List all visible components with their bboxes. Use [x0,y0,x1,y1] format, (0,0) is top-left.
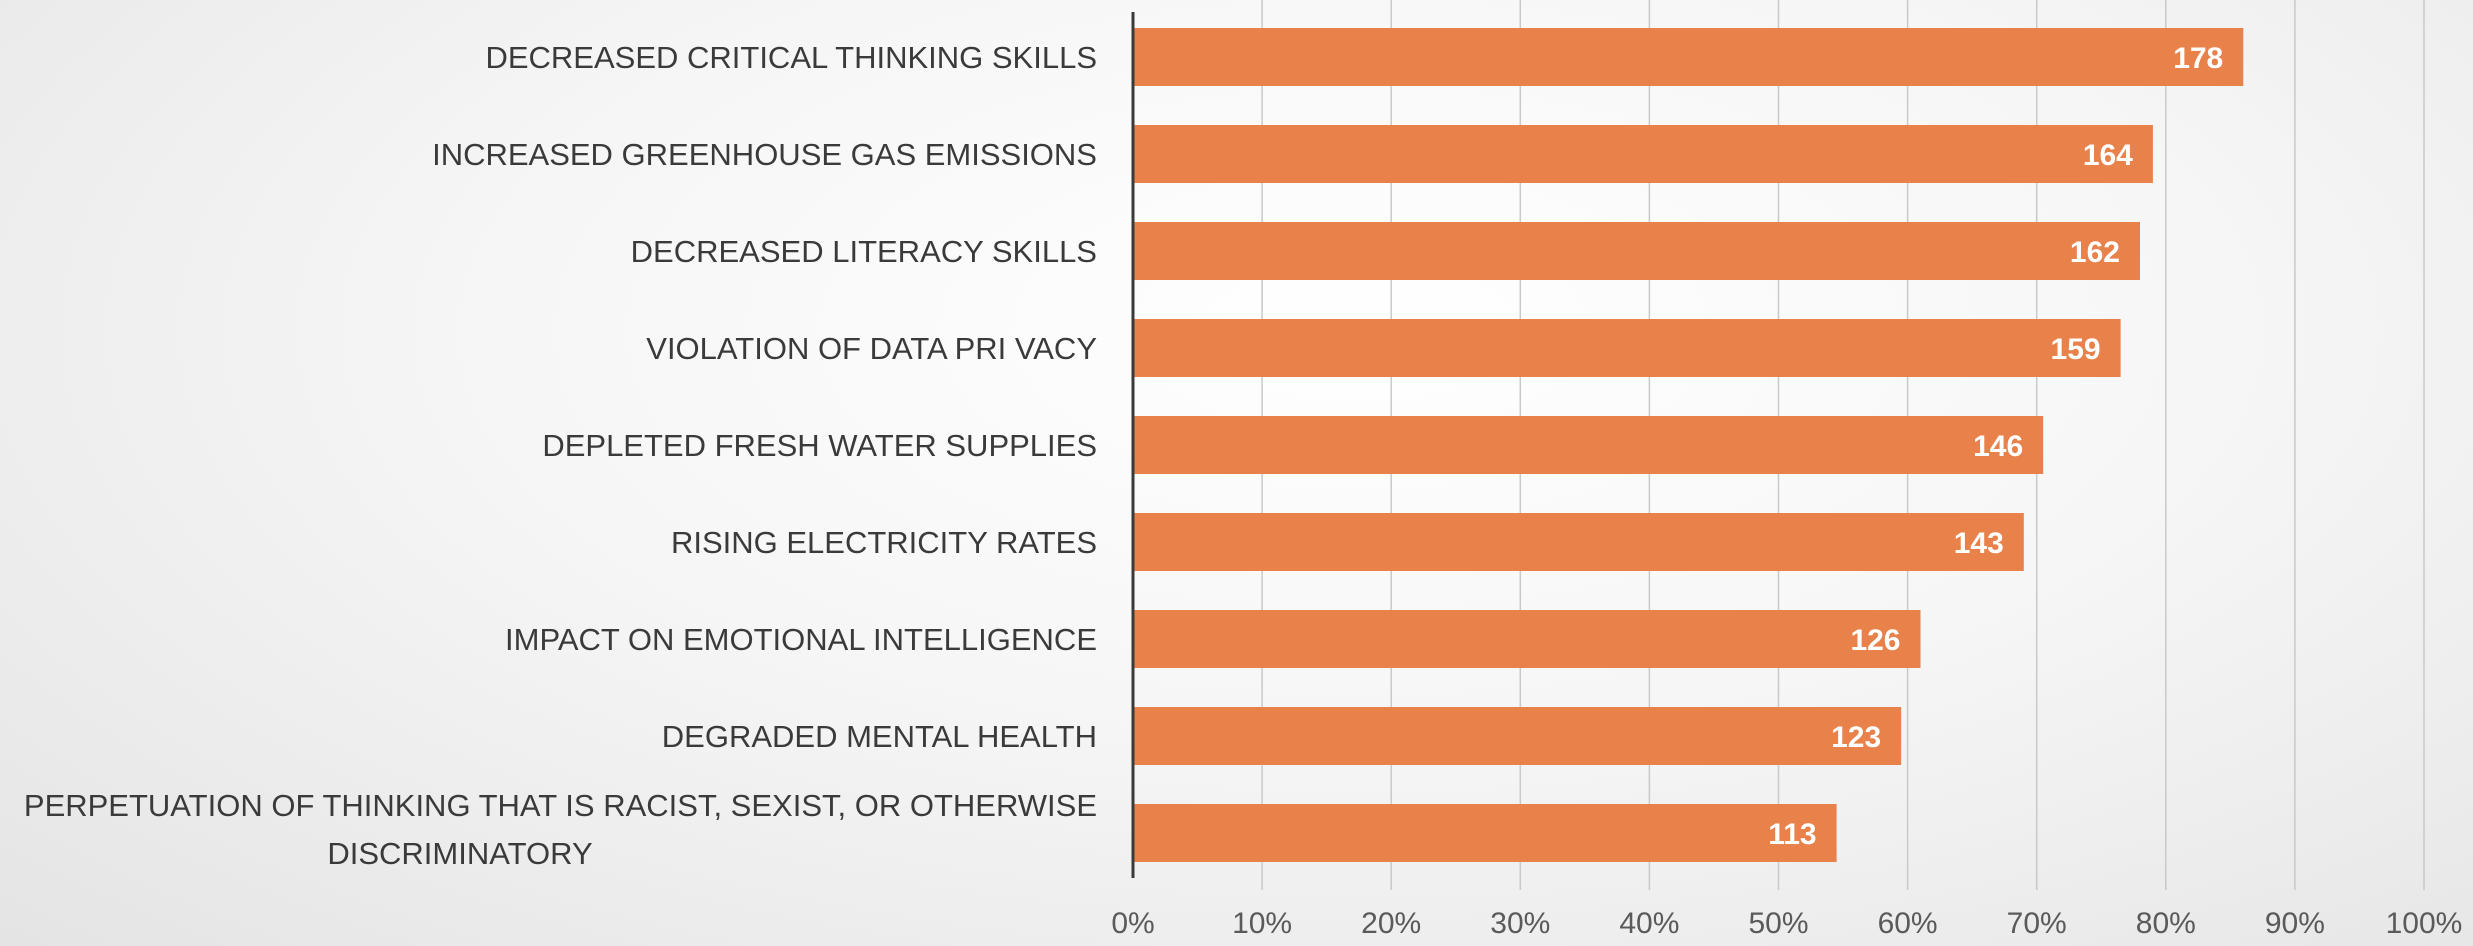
x-tick-label: 30% [1490,907,1550,940]
bar [1133,125,2153,183]
category-label: IMPACT ON EMOTIONAL INTELLIGENCE [505,622,1097,657]
bar-value-label: 143 [1954,527,2004,560]
category-label: RISING ELECTRICITY RATES [671,525,1097,560]
x-tick-label: 70% [2007,907,2067,940]
bar [1133,610,1921,668]
bar [1133,416,2044,474]
x-tick-label: 80% [2136,907,2196,940]
category-label: INCREASED GREENHOUSE GAS EMISSIONS [432,137,1097,172]
bar-value-label: 159 [2051,333,2101,366]
bar [1133,513,2024,571]
bar [1133,222,2140,280]
x-tick-label: 40% [1619,907,1679,940]
x-tick-label: 20% [1361,907,1421,940]
category-label: DEGRADED MENTAL HEALTH [662,719,1097,754]
x-tick-label: 0% [1111,907,1154,940]
bar-value-label: 164 [2083,139,2133,172]
x-tick-label: 100% [2386,907,2463,940]
bar [1133,707,1902,765]
category-labels: DECREASED CRITICAL THINKING SKILLS INCREA… [24,40,1097,871]
category-label: PERPETUATION OF THINKING THAT IS RACIST,… [24,788,1097,871]
x-tick-labels: 0% 10% 20% 30% 40% 50% 60% 70% 80% 90% 100% [1111,907,2462,940]
x-tick-label: 90% [2265,907,2325,940]
category-label: DECREASED LITERACY SKILLS [631,234,1097,269]
bar-value-label: 113 [1768,818,1816,851]
bar-value-label: 146 [1973,430,2023,463]
x-tick-label: 10% [1232,907,1292,940]
bar-value-label: 178 [2173,42,2223,75]
category-label: DECREASED CRITICAL THINKING SKILLS [485,40,1097,75]
bar [1133,804,1837,862]
bar-value-label: 123 [1831,721,1881,754]
x-tick-label: 60% [1878,907,1938,940]
bar-value-label: 126 [1850,624,1900,657]
bar-value-label: 162 [2070,236,2120,269]
bar [1133,319,2121,377]
bar [1133,28,2244,86]
category-label: VIOLATION OF DATA PRI VACY [646,331,1097,366]
bars: 178 164 162 159 146 143 126 123 113 [1133,28,2244,862]
x-tick-label: 50% [1748,907,1808,940]
category-label: DEPLETED FRESH WATER SUPPLIES [542,428,1097,463]
